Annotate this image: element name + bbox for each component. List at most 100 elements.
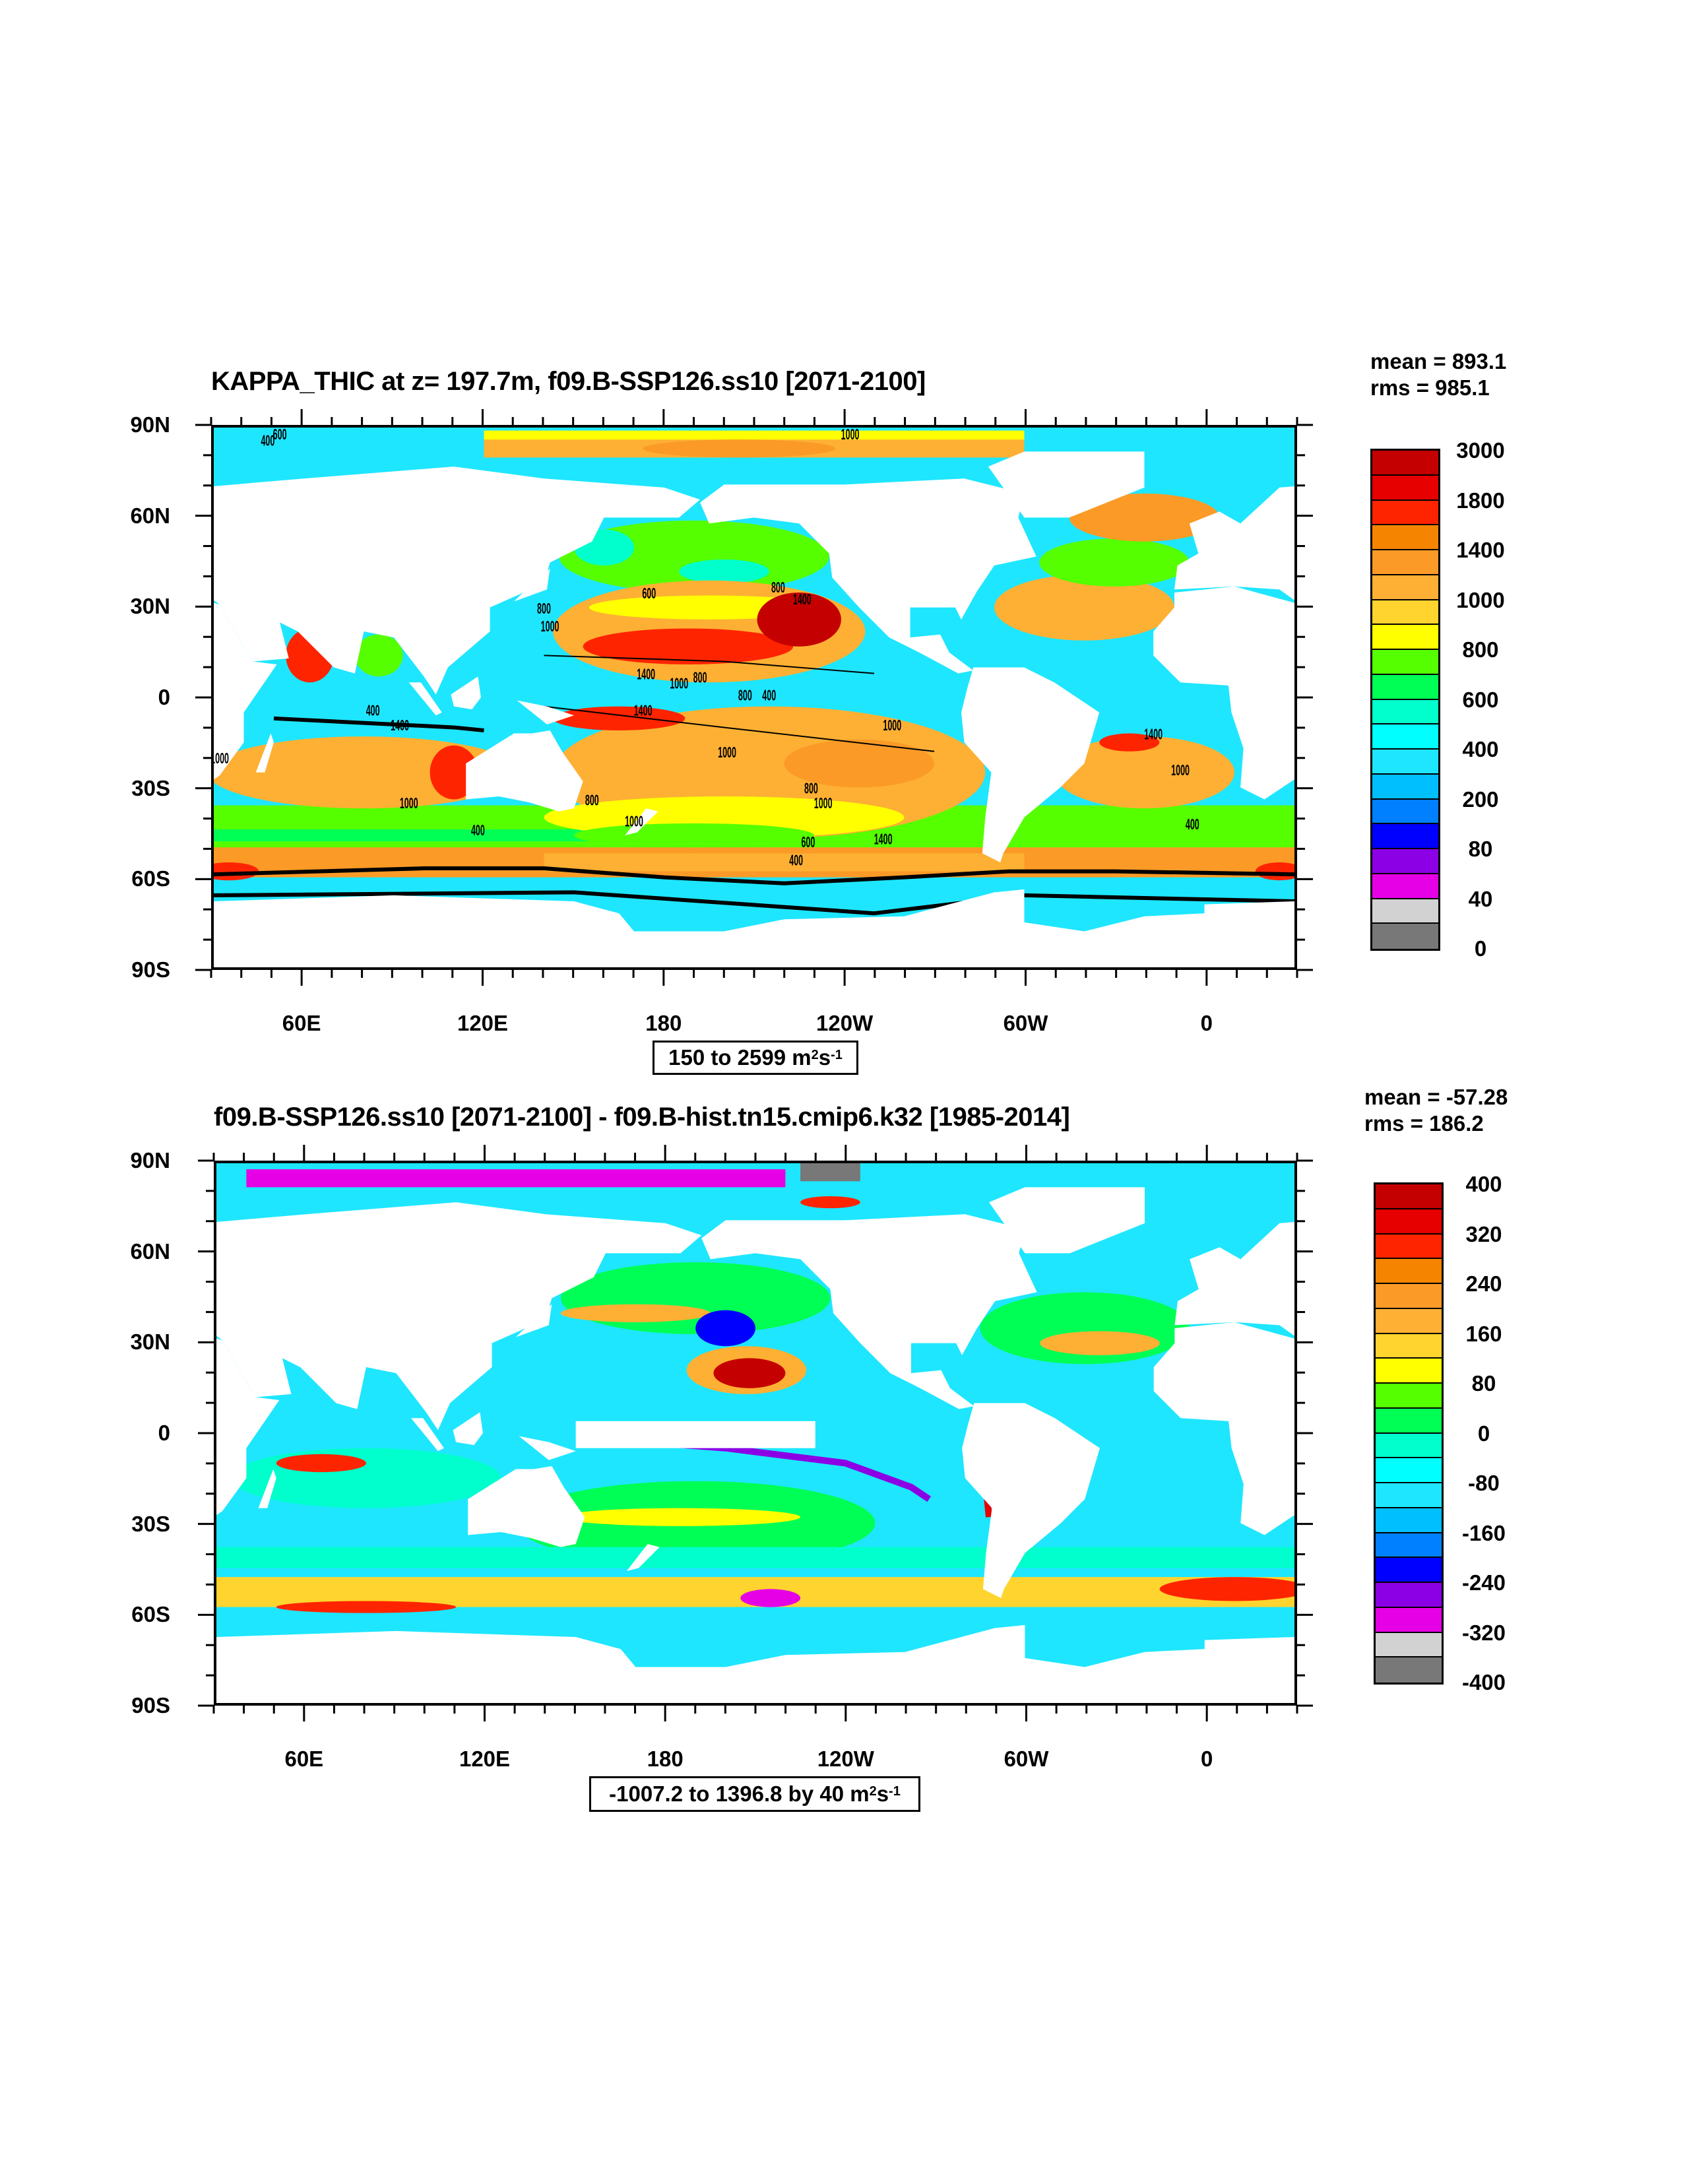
field-region (1054, 736, 1234, 809)
x-tick-label: 0 (1200, 1747, 1213, 1771)
contour-line (214, 868, 1294, 883)
contour-label: 400 (762, 686, 776, 703)
colorbar-box (1372, 650, 1438, 675)
colorbar-box (1376, 1259, 1442, 1284)
land-antarctica (1204, 901, 1294, 967)
rms-stat: rms = 186.2 (1364, 1111, 1484, 1136)
y-tick-label: 30N (130, 1330, 170, 1355)
y-tick-label: 60S (131, 866, 170, 891)
colorbar-box (1372, 874, 1438, 899)
land-greenland (989, 1187, 1145, 1254)
x-tick-label: 60E (284, 1747, 324, 1771)
contour-label: 1000 (541, 618, 559, 635)
land-sumatra (411, 1418, 444, 1452)
land-australia (468, 1465, 585, 1547)
colorbar-box (1372, 550, 1438, 575)
range-unit: s (876, 1782, 889, 1806)
colorbar-label: 1800 (1456, 488, 1505, 513)
colorbar-box (1372, 674, 1438, 700)
field-region (643, 439, 835, 458)
land-borneo (453, 1412, 483, 1446)
x-tick-label: 180 (645, 1011, 682, 1035)
x-tick-label: 60W (1003, 1011, 1048, 1035)
colorbar-box (1372, 525, 1438, 550)
field-region (740, 1589, 801, 1607)
field-band (575, 1421, 815, 1448)
land-antarctica (1204, 1637, 1294, 1703)
colorbar-box (1372, 451, 1438, 476)
x-tick-label: 120E (457, 1011, 509, 1035)
land-new-zealand (625, 808, 658, 836)
range-sup: 2 (869, 1783, 877, 1799)
contour-label: 1000 (1171, 761, 1190, 779)
land-africa (1153, 1322, 1294, 1535)
colorbar-box (1376, 1308, 1442, 1334)
colorbar-box (1372, 849, 1438, 874)
colorbar-label: 40 (1468, 886, 1493, 911)
y-tick-label: 30S (131, 1511, 170, 1536)
colorbar-box (1376, 1483, 1442, 1508)
field-band (484, 430, 1025, 440)
mean-stat: mean = -57.28 (1364, 1085, 1508, 1109)
colorbar-label: 800 (1462, 637, 1499, 662)
colorbar-box (1372, 600, 1438, 626)
field-region (1040, 1331, 1160, 1355)
contour-label: 400 (789, 851, 803, 868)
colorbar-label: 3000 (1456, 438, 1505, 463)
colorbar-box (1372, 575, 1438, 600)
y-tick-label: 0 (158, 685, 170, 709)
colorbar-label: -400 (1461, 1670, 1506, 1694)
colorbar-box (1376, 1234, 1442, 1260)
colorbar-label: 200 (1462, 787, 1499, 812)
land-new-zealand (626, 1544, 660, 1572)
field-region (560, 1304, 711, 1322)
range-sup: -1 (831, 1047, 843, 1062)
contour-label: 800 (738, 686, 752, 703)
contour-label: 1400 (391, 717, 409, 734)
contour-label: 800 (771, 579, 785, 596)
colorbar-label: -240 (1461, 1570, 1506, 1595)
colorbar-box (1372, 625, 1438, 650)
field-region (757, 592, 841, 647)
colorbar-box (1372, 500, 1438, 526)
field-band (246, 1169, 786, 1188)
field-region (354, 634, 403, 677)
y-tick-label: 0 (158, 1421, 170, 1445)
colorbar-box (1372, 824, 1438, 849)
land-eurasia (1174, 486, 1294, 600)
map-plot-area (214, 1161, 1297, 1706)
colorbar-box (1372, 750, 1438, 775)
range-text: 150 to 2599 m (668, 1045, 812, 1070)
difference-map (216, 1163, 1294, 1703)
plot-title: KAPPA_THIC at z= 197.7m, f09.B-SSP126.ss… (211, 367, 926, 396)
contour-label: 800 (537, 600, 551, 617)
field-region (583, 628, 794, 665)
field-region (276, 1454, 366, 1473)
contour-label: 1000 (814, 794, 833, 812)
colorbar-box (1376, 1433, 1442, 1459)
field-region (800, 1196, 860, 1209)
contour-label: 400 (366, 701, 380, 719)
land-africa (216, 1338, 280, 1516)
contour-label: 1000 (214, 750, 229, 767)
colorbar-box (1372, 724, 1438, 750)
field-band (800, 1163, 860, 1182)
field-region (560, 1262, 831, 1335)
x-tick-label: 60W (1004, 1747, 1049, 1771)
land-greenland (988, 451, 1145, 518)
land-sumatra (408, 682, 442, 716)
colorbar-box (1376, 1209, 1442, 1235)
colorbar-label: 80 (1468, 837, 1493, 861)
colorbar-box (1376, 1408, 1442, 1434)
colorbar (1374, 1182, 1444, 1685)
x-tick-label: 180 (647, 1747, 684, 1771)
contour-line (274, 719, 484, 730)
land-australia (466, 730, 583, 812)
contour-label: 400 (261, 432, 274, 449)
field-region (574, 823, 814, 848)
colorbar-label: 1000 (1456, 587, 1505, 612)
colorbar-box (1376, 1533, 1442, 1558)
contour-line (544, 707, 935, 752)
